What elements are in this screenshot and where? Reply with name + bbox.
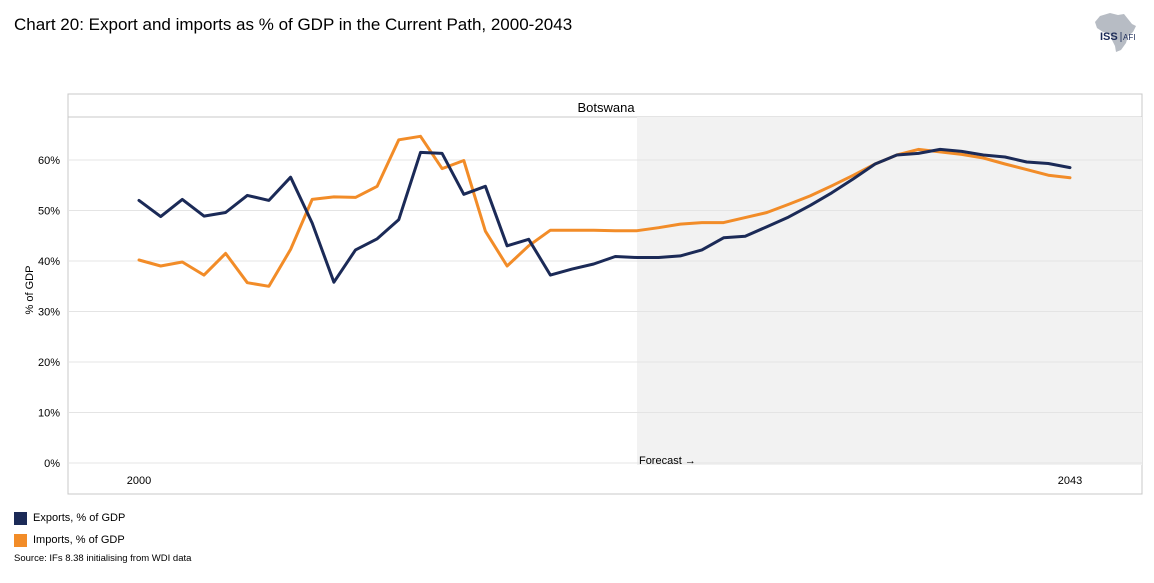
series-line-imports: [137, 134, 1072, 288]
y-tick-label: 40%: [38, 256, 60, 268]
source-note: Source: IFs 8.38 initialising from WDI d…: [14, 553, 192, 564]
series-line-exports: [137, 147, 1072, 284]
forecast-label: Forecast →: [639, 455, 696, 467]
legend-swatch-exports: [14, 511, 27, 525]
x-tick-label: 2000: [127, 475, 151, 487]
y-tick-label: 30%: [38, 307, 60, 319]
chart-title: Chart 20: Export and imports as % of GDP…: [14, 15, 573, 34]
y-axis-label: % of GDP: [24, 266, 36, 315]
panel-title: Botswana: [577, 100, 635, 115]
africa-map-icon: [1095, 13, 1136, 52]
y-tick-label: 50%: [38, 206, 60, 218]
legend-label-imports: Imports, % of GDP: [33, 534, 125, 546]
x-tick-label: 2043: [1058, 475, 1082, 487]
iss-afi-logo: ISS AFI: [1088, 10, 1138, 55]
y-tick-label: 60%: [38, 155, 60, 167]
legend-swatch-imports: [14, 533, 27, 547]
y-tick-label: 10%: [38, 408, 60, 420]
logo-text: ISS: [1100, 31, 1118, 43]
logo-subtext: AFI: [1123, 33, 1135, 42]
y-tick-label: 20%: [38, 357, 60, 369]
legend-item-imports: Imports, % of GDP: [14, 529, 125, 551]
legend-label-exports: Exports, % of GDP: [33, 512, 126, 524]
legend: Exports, % of GDP Imports, % of GDP: [14, 507, 125, 551]
legend-item-exports: Exports, % of GDP: [14, 507, 125, 529]
y-tick-label: 0%: [44, 458, 60, 470]
